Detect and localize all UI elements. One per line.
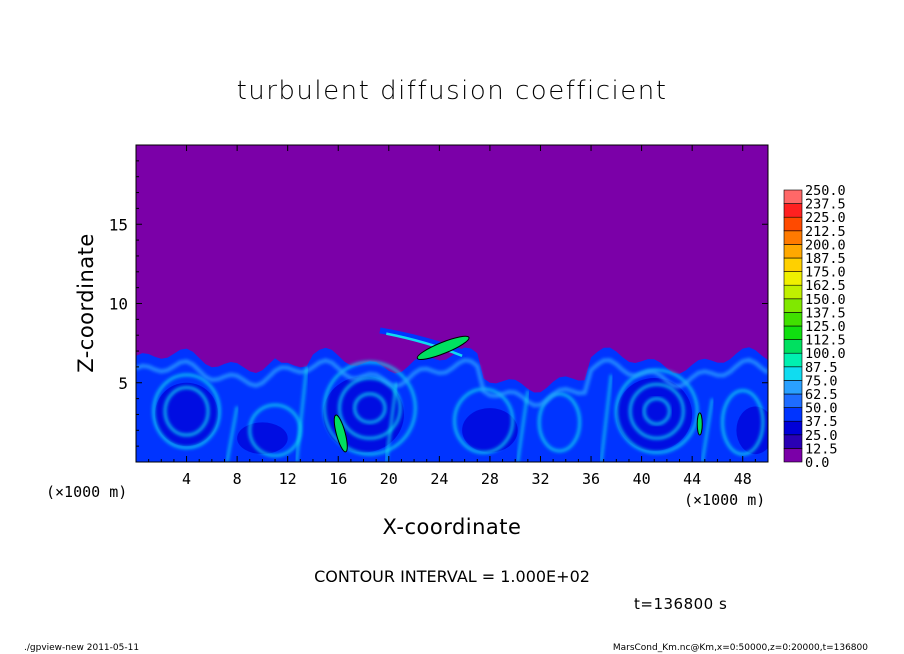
contour-interval-text: CONTOUR INTERVAL = 1.000E+02	[314, 567, 590, 586]
colorbar-swatch	[783, 380, 803, 395]
x-tick-label: 44	[683, 470, 701, 488]
plume-filament	[700, 398, 714, 462]
colorbar-level-label: 62.5	[805, 387, 838, 403]
colorbar-level-label: 150.0	[805, 292, 846, 308]
colorbar-swatch	[783, 271, 803, 286]
colorbar-level-label: 237.5	[805, 197, 846, 213]
eddy-core	[154, 382, 219, 447]
footer-program: ./gpview-new 2011-05-11	[24, 643, 140, 653]
colorbar-swatch	[783, 216, 803, 232]
colorbar-level-label: 175.0	[805, 265, 846, 281]
eddy-filament	[163, 386, 210, 437]
colorbar-swatch	[783, 203, 803, 218]
plume-filament	[225, 406, 239, 462]
x-tick-label: 12	[279, 470, 297, 488]
colorbar-level-label: 212.5	[805, 224, 846, 240]
shear-band	[379, 327, 469, 358]
colorbar-swatch	[783, 434, 803, 449]
colorbar-swatch	[783, 339, 803, 354]
x-tick-label: 8	[233, 470, 242, 488]
inversion-filament	[136, 357, 768, 408]
plume-filament	[384, 382, 398, 462]
heatmap-field	[136, 327, 768, 462]
x-tick-label: 28	[481, 470, 499, 488]
colorbar-level-label: 75.0	[805, 373, 838, 389]
colorbar-level-label: 137.5	[805, 305, 846, 321]
x-tick-label: 16	[329, 470, 347, 488]
colorbar-level-label: 87.5	[805, 360, 838, 376]
x-unit-label-right: (×1000 m)	[684, 491, 766, 509]
colorbar-swatch	[783, 407, 803, 422]
x-tick-label: 48	[734, 470, 752, 488]
eddy-filament	[353, 392, 387, 424]
colorbar-swatch	[783, 312, 803, 327]
eddy-filament	[322, 360, 417, 456]
eddy-filament	[720, 389, 765, 456]
colorbar-level-label: 12.5	[805, 441, 838, 457]
plume-filament	[295, 366, 309, 462]
eddy-filament	[628, 382, 685, 440]
colorbar-swatch	[783, 189, 803, 204]
x-tick-label: 32	[531, 470, 549, 488]
colorbar-swatch	[783, 298, 803, 313]
plume-filament	[516, 390, 530, 462]
contour-line	[696, 412, 703, 436]
plume-filament	[599, 374, 613, 462]
colorbar-swatch	[783, 257, 803, 272]
y-tick-label: 15	[109, 215, 128, 234]
colorbar-level-label: 0.0	[805, 455, 829, 471]
chart-title: turbulent diffusion coefficient	[236, 76, 668, 106]
eddy-core	[462, 408, 518, 453]
colorbar-swatch	[783, 420, 803, 436]
eddy-filament	[642, 397, 671, 426]
colorbar-level-label: 125.0	[805, 319, 846, 335]
colorbar-swatch	[783, 448, 803, 463]
colorbar-level-label: 112.5	[805, 333, 846, 349]
x-unit-label-left: (×1000 m)	[46, 483, 128, 501]
colorbar-level-label: 250.0	[805, 183, 846, 199]
colorbar-level-label: 187.5	[805, 251, 846, 267]
colorbar-swatch	[783, 325, 803, 340]
colorbar-swatch	[783, 393, 803, 408]
footer-source: MarsCond_Km.nc@Km,x=0:50000,z=0:20000,t=…	[612, 643, 868, 653]
colorbar-level-label: 162.5	[805, 278, 846, 294]
colorbar-swatch	[783, 352, 803, 368]
eddy-filament	[152, 373, 221, 450]
time-stamp: t=136800 s	[634, 595, 728, 613]
colorbar-level-label: 225.0	[805, 210, 846, 226]
x-tick-label: 40	[633, 470, 651, 488]
y-axis-label: Z-coordinate	[74, 233, 98, 373]
x-tick-label: 4	[182, 470, 191, 488]
colorbar-level-label: 100.0	[805, 346, 846, 362]
y-tick-label: 10	[109, 295, 128, 314]
x-tick-label: 20	[380, 470, 398, 488]
eddy-core	[237, 422, 288, 455]
eddy-filament	[614, 368, 699, 454]
colorbar-level-label: 25.0	[805, 428, 838, 444]
colorbar-swatch	[783, 284, 803, 300]
shear-band-core	[386, 332, 463, 357]
colorbar-swatch	[783, 230, 803, 245]
x-tick-label: 36	[582, 470, 600, 488]
y-tick-label: 5	[118, 374, 128, 393]
colorbar-level-label: 200.0	[805, 237, 846, 253]
colorbar-swatch	[783, 366, 803, 381]
contour-line	[416, 335, 470, 360]
colorbar-level-label: 50.0	[805, 401, 838, 417]
contour-line	[333, 414, 348, 453]
x-axis-label: X-coordinate	[382, 515, 522, 539]
eddy-filament	[338, 376, 402, 440]
eddy-filament	[537, 392, 582, 453]
x-tick-label: 24	[430, 470, 448, 488]
colorbar-level-label: 37.5	[805, 414, 838, 430]
colorbar-swatch	[783, 244, 803, 259]
